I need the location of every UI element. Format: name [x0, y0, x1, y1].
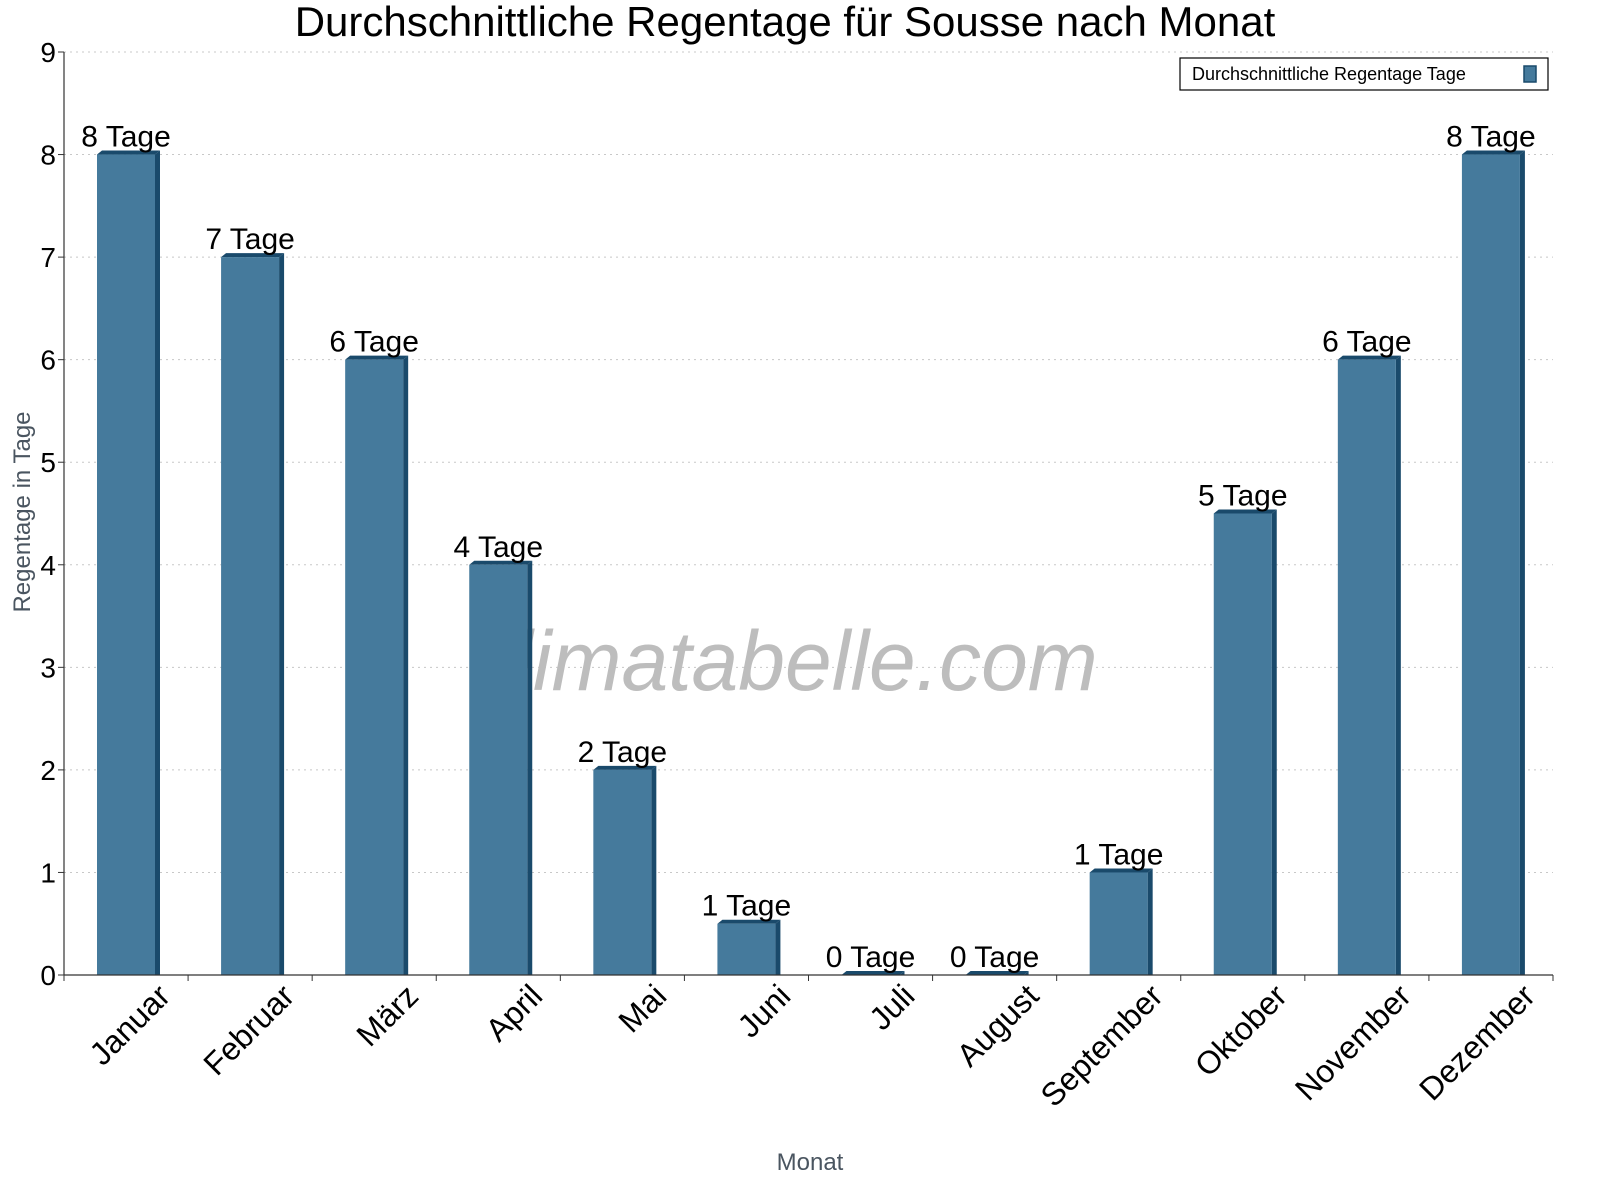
- data-label: 7 Tage: [205, 223, 295, 256]
- x-axis-label: Monat: [777, 1149, 844, 1176]
- bar-top: [841, 971, 905, 975]
- bar-side: [155, 150, 160, 976]
- y-tick-label: 8: [40, 140, 56, 171]
- bar-top: [221, 253, 285, 258]
- data-label: 6 Tage: [1322, 326, 1412, 359]
- bar-side: [403, 355, 409, 976]
- y-tick-label: 9: [40, 37, 56, 68]
- bar: [97, 154, 155, 976]
- bar-top: [345, 355, 409, 360]
- data-label: 8 Tage: [81, 121, 171, 154]
- chart-title: Durchschnittliche Regentage für Sousse n…: [295, 0, 1276, 45]
- bar-side: [527, 560, 533, 975]
- data-label: 1 Tage: [702, 890, 792, 923]
- data-label: 6 Tage: [329, 326, 419, 359]
- bar-side: [1023, 971, 1029, 975]
- bar-side: [1271, 509, 1277, 975]
- data-label: 2 Tage: [578, 736, 668, 769]
- bar-top: [1213, 509, 1277, 514]
- bar: [593, 769, 652, 975]
- bar: [345, 359, 404, 976]
- bar-top: [717, 919, 781, 924]
- bar-top: [1461, 150, 1525, 155]
- bar: [1089, 872, 1148, 975]
- bar-top: [97, 150, 160, 155]
- legend: Durchschnittliche Regentage Tage: [1179, 57, 1549, 91]
- data-label: 4 Tage: [453, 531, 543, 564]
- x-tick-label: August: [950, 977, 1046, 1073]
- bar-side: [1395, 355, 1401, 976]
- x-tick-label: November: [1288, 977, 1418, 1107]
- y-tick-label: 1: [40, 857, 56, 888]
- bar-side: [279, 253, 285, 976]
- legend-label: Durchschnittliche Regentage Tage: [1192, 64, 1466, 84]
- y-axis-label: Regentage in Tage: [9, 411, 36, 612]
- y-tick-label: 0: [40, 960, 56, 991]
- x-tick-label: Januar: [82, 977, 177, 1072]
- y-tick-label: 4: [40, 550, 56, 581]
- bar: [469, 564, 528, 975]
- bar-top: [593, 765, 657, 770]
- bar-top: [965, 971, 1029, 975]
- gridlines: [64, 51, 1553, 873]
- x-tick-label: September: [1034, 977, 1170, 1113]
- bar-side: [651, 765, 657, 975]
- x-tick-label: Juni: [730, 977, 797, 1044]
- data-label: 0 Tage: [826, 941, 916, 974]
- bar-top: [469, 560, 533, 565]
- x-tick-label: Mai: [611, 977, 673, 1039]
- data-label: 8 Tage: [1446, 121, 1536, 154]
- bar-side: [1519, 150, 1525, 976]
- bars: 8 Tage 7 Tage 6 Tage 4 Tage 2 Tage 1 Tage 0 Ta…: [81, 121, 1536, 976]
- bar-top: [1089, 868, 1153, 873]
- watermark: klimatabelle.com: [472, 614, 1098, 708]
- bar: [717, 923, 776, 975]
- bar: [1213, 513, 1272, 975]
- x-tick-label: Februar: [196, 977, 301, 1082]
- x-tick-label: März: [349, 977, 425, 1053]
- y-tick-label: 7: [40, 242, 56, 273]
- data-label: 0 Tage: [950, 941, 1040, 974]
- bar: [1461, 154, 1520, 976]
- y-tick-label: 5: [40, 447, 56, 478]
- bar-side: [775, 919, 781, 975]
- bar-side: [1147, 868, 1153, 975]
- x-tick-label: Oktober: [1188, 977, 1294, 1083]
- data-label: 5 Tage: [1198, 480, 1288, 513]
- x-tick-label: April: [479, 977, 550, 1048]
- x-tick-label: Dezember: [1412, 977, 1542, 1107]
- y-tick-label: 3: [40, 652, 56, 683]
- y-tick-label: 6: [40, 345, 56, 376]
- y-tick-label: 2: [40, 755, 56, 786]
- data-label: 1 Tage: [1074, 838, 1164, 871]
- x-tick-label: Juli: [862, 977, 921, 1036]
- bar-side: [899, 971, 905, 975]
- bar-top: [1337, 355, 1401, 360]
- legend-swatch: [1523, 65, 1537, 83]
- bar: [221, 257, 280, 976]
- bar: [1337, 359, 1396, 976]
